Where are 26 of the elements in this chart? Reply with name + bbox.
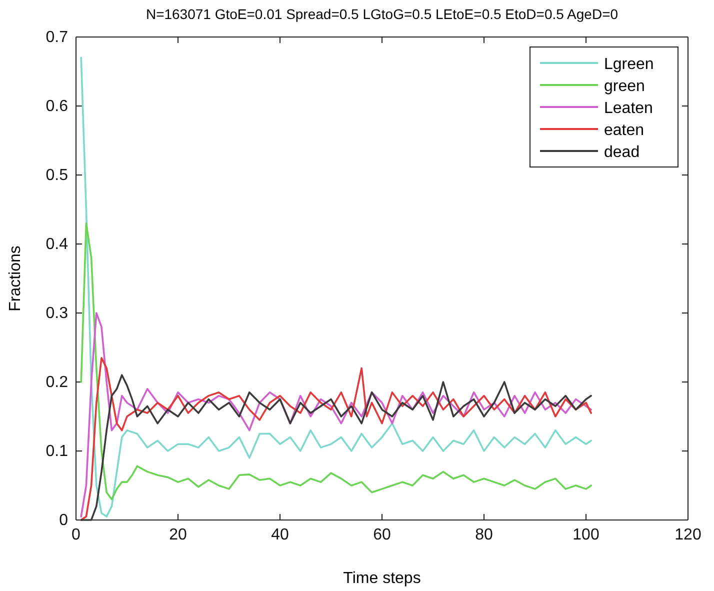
legend-label: Leaten <box>604 100 653 117</box>
x-tick-label: 100 <box>572 526 600 544</box>
line-series <box>80 56 592 518</box>
x-tick-label: 0 <box>72 526 81 544</box>
line-series <box>80 312 592 518</box>
y-tick-label: 0.6 <box>46 98 68 116</box>
legend-label: eaten <box>604 122 644 139</box>
y-tick-label: 0.3 <box>46 305 68 322</box>
y-axis-title: Fractions <box>7 246 24 312</box>
x-tick-label: 80 <box>475 526 493 544</box>
legend-label: green <box>604 78 645 95</box>
x-tick-label: 40 <box>271 526 289 544</box>
y-tick-label: 0.5 <box>46 167 68 184</box>
y-tick-label: 0 <box>59 512 68 530</box>
chart-title: N=163071 GtoE=0.01 Spread=0.5 LGtoG=0.5 LEtoE=0.5 EtoD=0.5 AgeD=0 <box>146 6 618 22</box>
x-tick-label: 120 <box>674 526 702 544</box>
legend-label: Lgreen <box>604 56 654 73</box>
y-tick-label: 0.2 <box>46 374 68 392</box>
y-tick-label: 0.7 <box>46 29 68 46</box>
y-tick-label: 0.4 <box>46 236 68 254</box>
line-series <box>80 222 592 500</box>
y-tick-label: 0.1 <box>46 443 68 460</box>
x-axis-title: Time steps <box>343 570 421 587</box>
legend-label: dead <box>604 144 640 161</box>
x-tick-label: 60 <box>373 526 391 544</box>
x-tick-label: 20 <box>169 526 187 544</box>
